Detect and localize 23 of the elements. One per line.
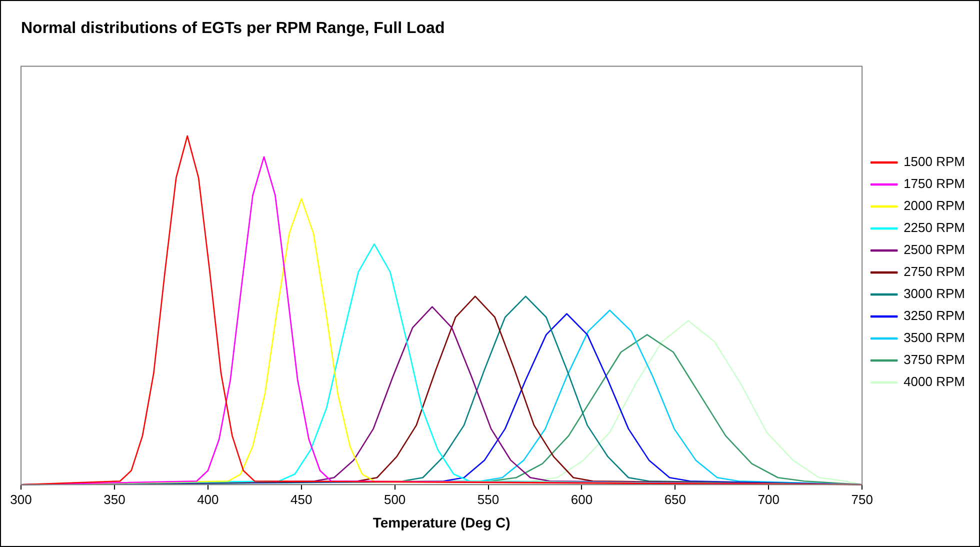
x-tick-label: 700 — [758, 492, 780, 507]
x-tick-label: 300 — [10, 492, 32, 507]
legend-label: 1500 RPM — [904, 154, 965, 170]
legend-label: 3500 RPM — [904, 330, 965, 346]
chart-title: Normal distributions of EGTs per RPM Range, Full Load — [21, 20, 445, 38]
legend-label: 1750 RPM — [904, 176, 965, 192]
legend-label: 2500 RPM — [904, 242, 965, 258]
legend-label: 3000 RPM — [904, 286, 965, 302]
x-tick-label: 350 — [104, 492, 126, 507]
x-axis-title: Temperature (Deg C) — [372, 514, 510, 530]
x-tick-label: 550 — [477, 492, 500, 507]
x-tick-label: 400 — [197, 492, 219, 507]
legend-label: 4000 RPM — [904, 374, 965, 390]
x-tick-label: 500 — [384, 492, 406, 507]
legend-label: 2000 RPM — [904, 198, 965, 214]
x-tick-label: 650 — [664, 492, 686, 507]
x-tick-label: 750 — [851, 492, 873, 507]
legend-label: 2750 RPM — [904, 264, 965, 280]
x-tick-label: 600 — [570, 492, 593, 507]
legend-label: 2250 RPM — [904, 220, 965, 236]
legend-label: 3750 RPM — [904, 352, 965, 368]
x-tick-label: 450 — [290, 492, 312, 507]
legend-label: 3250 RPM — [904, 308, 965, 324]
